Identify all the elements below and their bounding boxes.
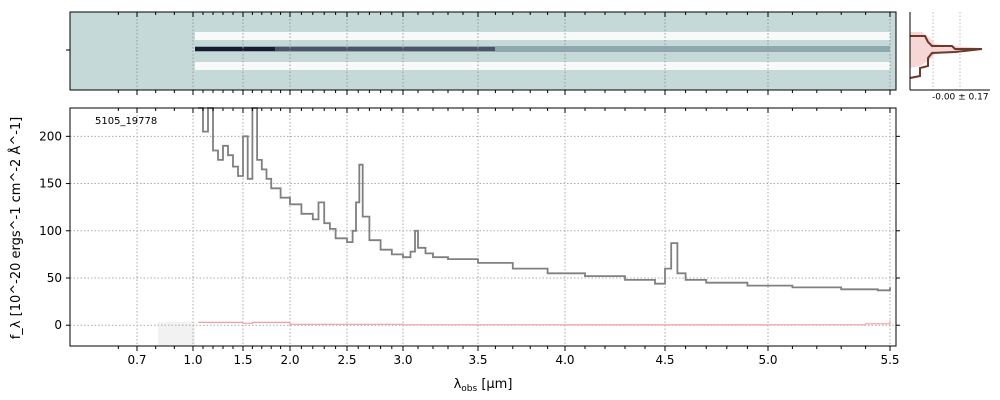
trace-lower-band xyxy=(195,62,890,70)
profile-line xyxy=(909,35,983,79)
y-tick-label: 50 xyxy=(47,271,62,285)
x-tick-label: 2.5 xyxy=(337,353,356,367)
y-tick-label: 150 xyxy=(39,177,62,191)
spectrum-1d-frame xyxy=(69,107,897,347)
x-tick-label: 3.5 xyxy=(468,353,487,367)
shaded-region xyxy=(158,322,195,346)
x-tick-label: 5.5 xyxy=(880,353,899,367)
x-tick-label: 4.5 xyxy=(655,353,674,367)
x-tick-label: 3.0 xyxy=(393,353,412,367)
error-series-line xyxy=(198,320,891,326)
x-tick-label: 5.0 xyxy=(758,353,777,367)
x-tick-label: 0.7 xyxy=(127,353,146,367)
x-tick-label: 1.0 xyxy=(183,353,202,367)
flux-series-line xyxy=(198,107,891,292)
y-tick-label: 100 xyxy=(39,224,62,238)
spectrum-2d-frame xyxy=(69,11,897,91)
trace-core xyxy=(195,46,890,52)
trace-core-dark xyxy=(195,47,495,51)
profile-annotation: -0.00 ± 0.17 xyxy=(932,93,989,103)
x-axis-label: λobs [μm] xyxy=(454,377,513,394)
trace-upper-band xyxy=(195,32,890,40)
x-tick-label: 2.0 xyxy=(280,353,299,367)
object-label: 5105_19778 xyxy=(95,116,157,127)
y-tick-label: 0 xyxy=(54,318,62,332)
spectrum-1d-panel: 0.7 1.0 1.5 2.0 2.5 3.0 3.5 4.0 4.5 5.0 5.5 0 50 100 1… xyxy=(8,107,900,394)
x-tick-label: 1.5 xyxy=(233,353,252,367)
spectrum-2d-gridlines xyxy=(136,12,891,90)
spectrum-2d-panel xyxy=(66,11,897,95)
profile-panel: -0.00 ± 0.17 xyxy=(909,12,990,103)
spectrum-1d-gridlines xyxy=(70,108,896,346)
trace-core-darkest xyxy=(195,47,275,51)
spectrum-1d-ticks: 0.7 1.0 1.5 2.0 2.5 3.0 3.5 4.0 4.5 5.0 5.5 0 50 100 1… xyxy=(39,108,900,367)
x-tick-label: 4.0 xyxy=(555,353,574,367)
y-tick-label: 200 xyxy=(39,129,62,143)
spectrum-1d-series xyxy=(198,107,891,326)
y-axis-label: f_λ [10^-20 ergs^-1 cm^-2 Å^-1] xyxy=(8,117,24,340)
